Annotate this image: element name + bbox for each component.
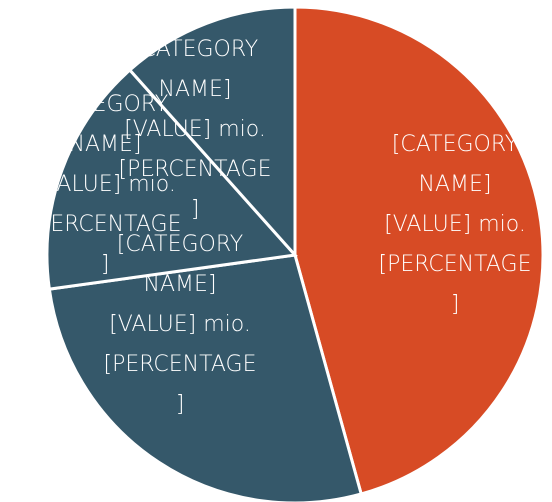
data-label: NAME] [419,172,492,197]
data-label: [VALUE] mio. [384,212,526,237]
pie-slice [127,5,297,259]
data-label: [PERCENTAGE [378,252,531,277]
data-label: [PERCENTAGE [103,352,256,377]
data-label: [CATEGORY [42,92,168,117]
data-label: ] [191,197,200,222]
data-label: [VALUE] mio. [109,312,251,337]
data-label: [VALUE] mio. [124,117,266,142]
data-label: [VALUE] mio. [34,172,176,197]
data-label: ] [451,292,460,317]
data-label: NAME] [69,132,142,157]
pie-slice [47,253,364,502]
data-label: NAME] [144,272,217,297]
data-label: [PERCENTAGE [28,212,181,237]
data-label: NAME] [159,77,232,102]
data-label: [CATEGORY [132,37,258,62]
data-label: ] [101,252,110,277]
data-label: [CATEGORY [392,132,518,157]
data-label: [CATEGORY [117,232,243,257]
pie-slice [293,5,545,496]
pie-slice [45,67,298,291]
data-label: ] [176,392,185,417]
data-label: [PERCENTAGE [118,157,271,182]
